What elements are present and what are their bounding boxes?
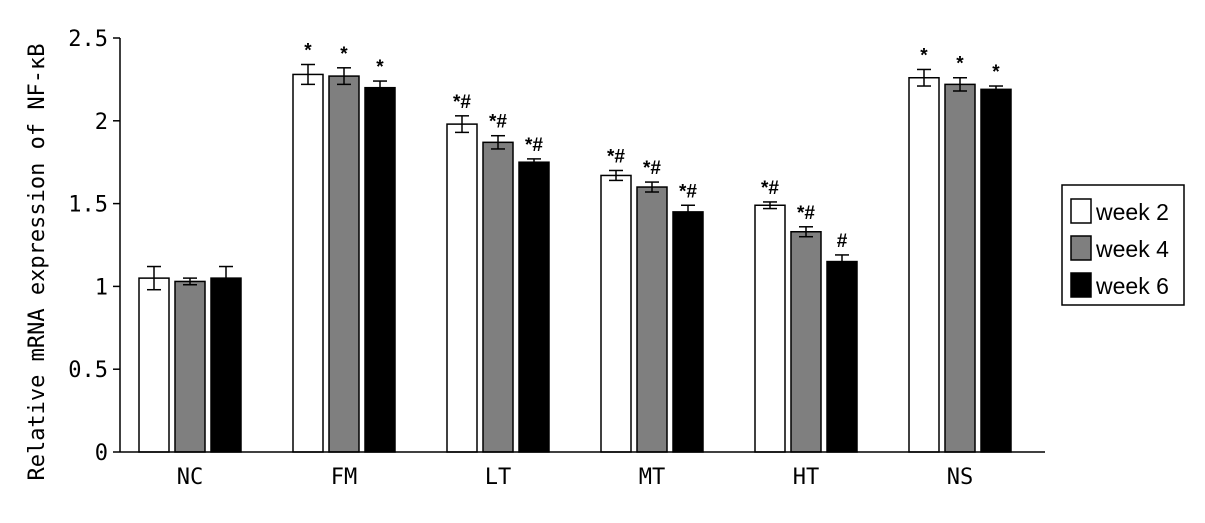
legend-item: week 2 <box>1070 198 1169 225</box>
bars-layer <box>138 73 1012 453</box>
error-bar <box>373 80 387 96</box>
y-axis-label: Relative mRNA expression of NF-κB <box>25 43 50 480</box>
legend-swatch <box>1070 235 1092 261</box>
significance-marker: # <box>837 231 848 252</box>
y-tick-label: 0 <box>95 441 108 466</box>
bar-week-6-FM <box>364 86 396 453</box>
y-tick-label: 1 <box>95 275 108 300</box>
bar-week-6-NS <box>980 88 1012 453</box>
significance-marker: * <box>992 62 1000 83</box>
legend-item: week 4 <box>1070 235 1169 262</box>
significance-marker: *# <box>643 158 661 179</box>
significance-marker: * <box>304 40 312 61</box>
significance-markers-layer: * *# *# *# * * *# *# *# * * *# *# # * <box>304 40 1000 251</box>
error-bar <box>491 134 505 150</box>
bar-week-4-FM <box>328 75 360 453</box>
y-tick-label: 2 <box>95 110 108 135</box>
significance-marker: *# <box>761 178 779 199</box>
error-bar <box>455 115 469 134</box>
bar-week-6-LT <box>518 161 550 453</box>
error-bar <box>681 204 695 220</box>
legend-swatch <box>1070 198 1092 224</box>
bar-week-4-NS <box>944 83 976 453</box>
bar-week-2-HT <box>754 204 786 453</box>
significance-marker: * <box>920 45 928 66</box>
y-tick-label: 1.5 <box>68 193 108 218</box>
error-bar <box>337 67 351 86</box>
error-bar <box>917 68 931 87</box>
bar-week-2-FM <box>292 73 324 453</box>
error-bar <box>609 169 623 182</box>
x-tick-label: FM <box>331 465 358 490</box>
significance-marker: *# <box>607 146 625 167</box>
error-bar <box>763 201 777 210</box>
error-bar <box>835 254 849 269</box>
bar-week-4-NC <box>174 280 206 453</box>
error-bar <box>147 265 161 291</box>
bar-week-2-NC <box>138 277 170 453</box>
significance-marker: *# <box>797 203 815 224</box>
x-tick-label: NC <box>177 465 204 490</box>
bar-week-6-NC <box>210 277 242 453</box>
significance-marker: * <box>340 44 348 65</box>
error-bar <box>301 63 315 86</box>
bar-week-4-MT <box>636 186 668 453</box>
bar-week-2-LT <box>446 123 478 453</box>
error-bar <box>799 226 813 238</box>
y-tick-label: 2.5 <box>68 27 108 52</box>
error-bars-layer <box>147 63 1003 291</box>
x-tick-label: NS <box>947 465 974 490</box>
bar-week-4-HT <box>790 231 822 453</box>
legend-item: week 6 <box>1070 272 1169 299</box>
bar-week-2-NS <box>908 76 940 453</box>
significance-marker: *# <box>679 181 697 202</box>
bar-week-6-MT <box>672 211 704 453</box>
x-tick-label: MT <box>639 465 666 490</box>
significance-marker: *# <box>489 112 507 133</box>
x-tick-label: LT <box>485 465 512 490</box>
x-tick-label: HT <box>793 465 820 490</box>
error-bar <box>645 181 659 193</box>
error-bar <box>989 85 1003 94</box>
legend-label: week 2 <box>1095 199 1169 225</box>
significance-marker: * <box>956 54 964 75</box>
legend-swatch <box>1070 272 1092 298</box>
significance-marker: *# <box>525 135 543 156</box>
bar-week-6-HT <box>826 260 858 453</box>
error-bar <box>183 277 197 286</box>
y-ticks-layer: 0 0.5 1 1.5 2 2.5 <box>68 27 120 466</box>
bar-week-2-MT <box>600 174 632 453</box>
significance-marker: *# <box>453 92 471 113</box>
x-ticks-layer: NC FM LT MT HT NS <box>177 465 974 490</box>
error-bar <box>953 76 967 92</box>
y-tick-label: 0.5 <box>68 358 108 383</box>
legend-label: week 4 <box>1095 236 1169 262</box>
error-bar <box>527 158 541 167</box>
legend-items: week 2 week 4 week 6 <box>1070 198 1169 299</box>
significance-marker: * <box>376 57 384 78</box>
error-bar <box>219 265 233 291</box>
bar-week-4-LT <box>482 141 514 453</box>
legend: week 2 week 4 week 6 <box>1061 184 1185 306</box>
axes-layer <box>119 38 1045 453</box>
legend-label: week 6 <box>1095 273 1169 299</box>
